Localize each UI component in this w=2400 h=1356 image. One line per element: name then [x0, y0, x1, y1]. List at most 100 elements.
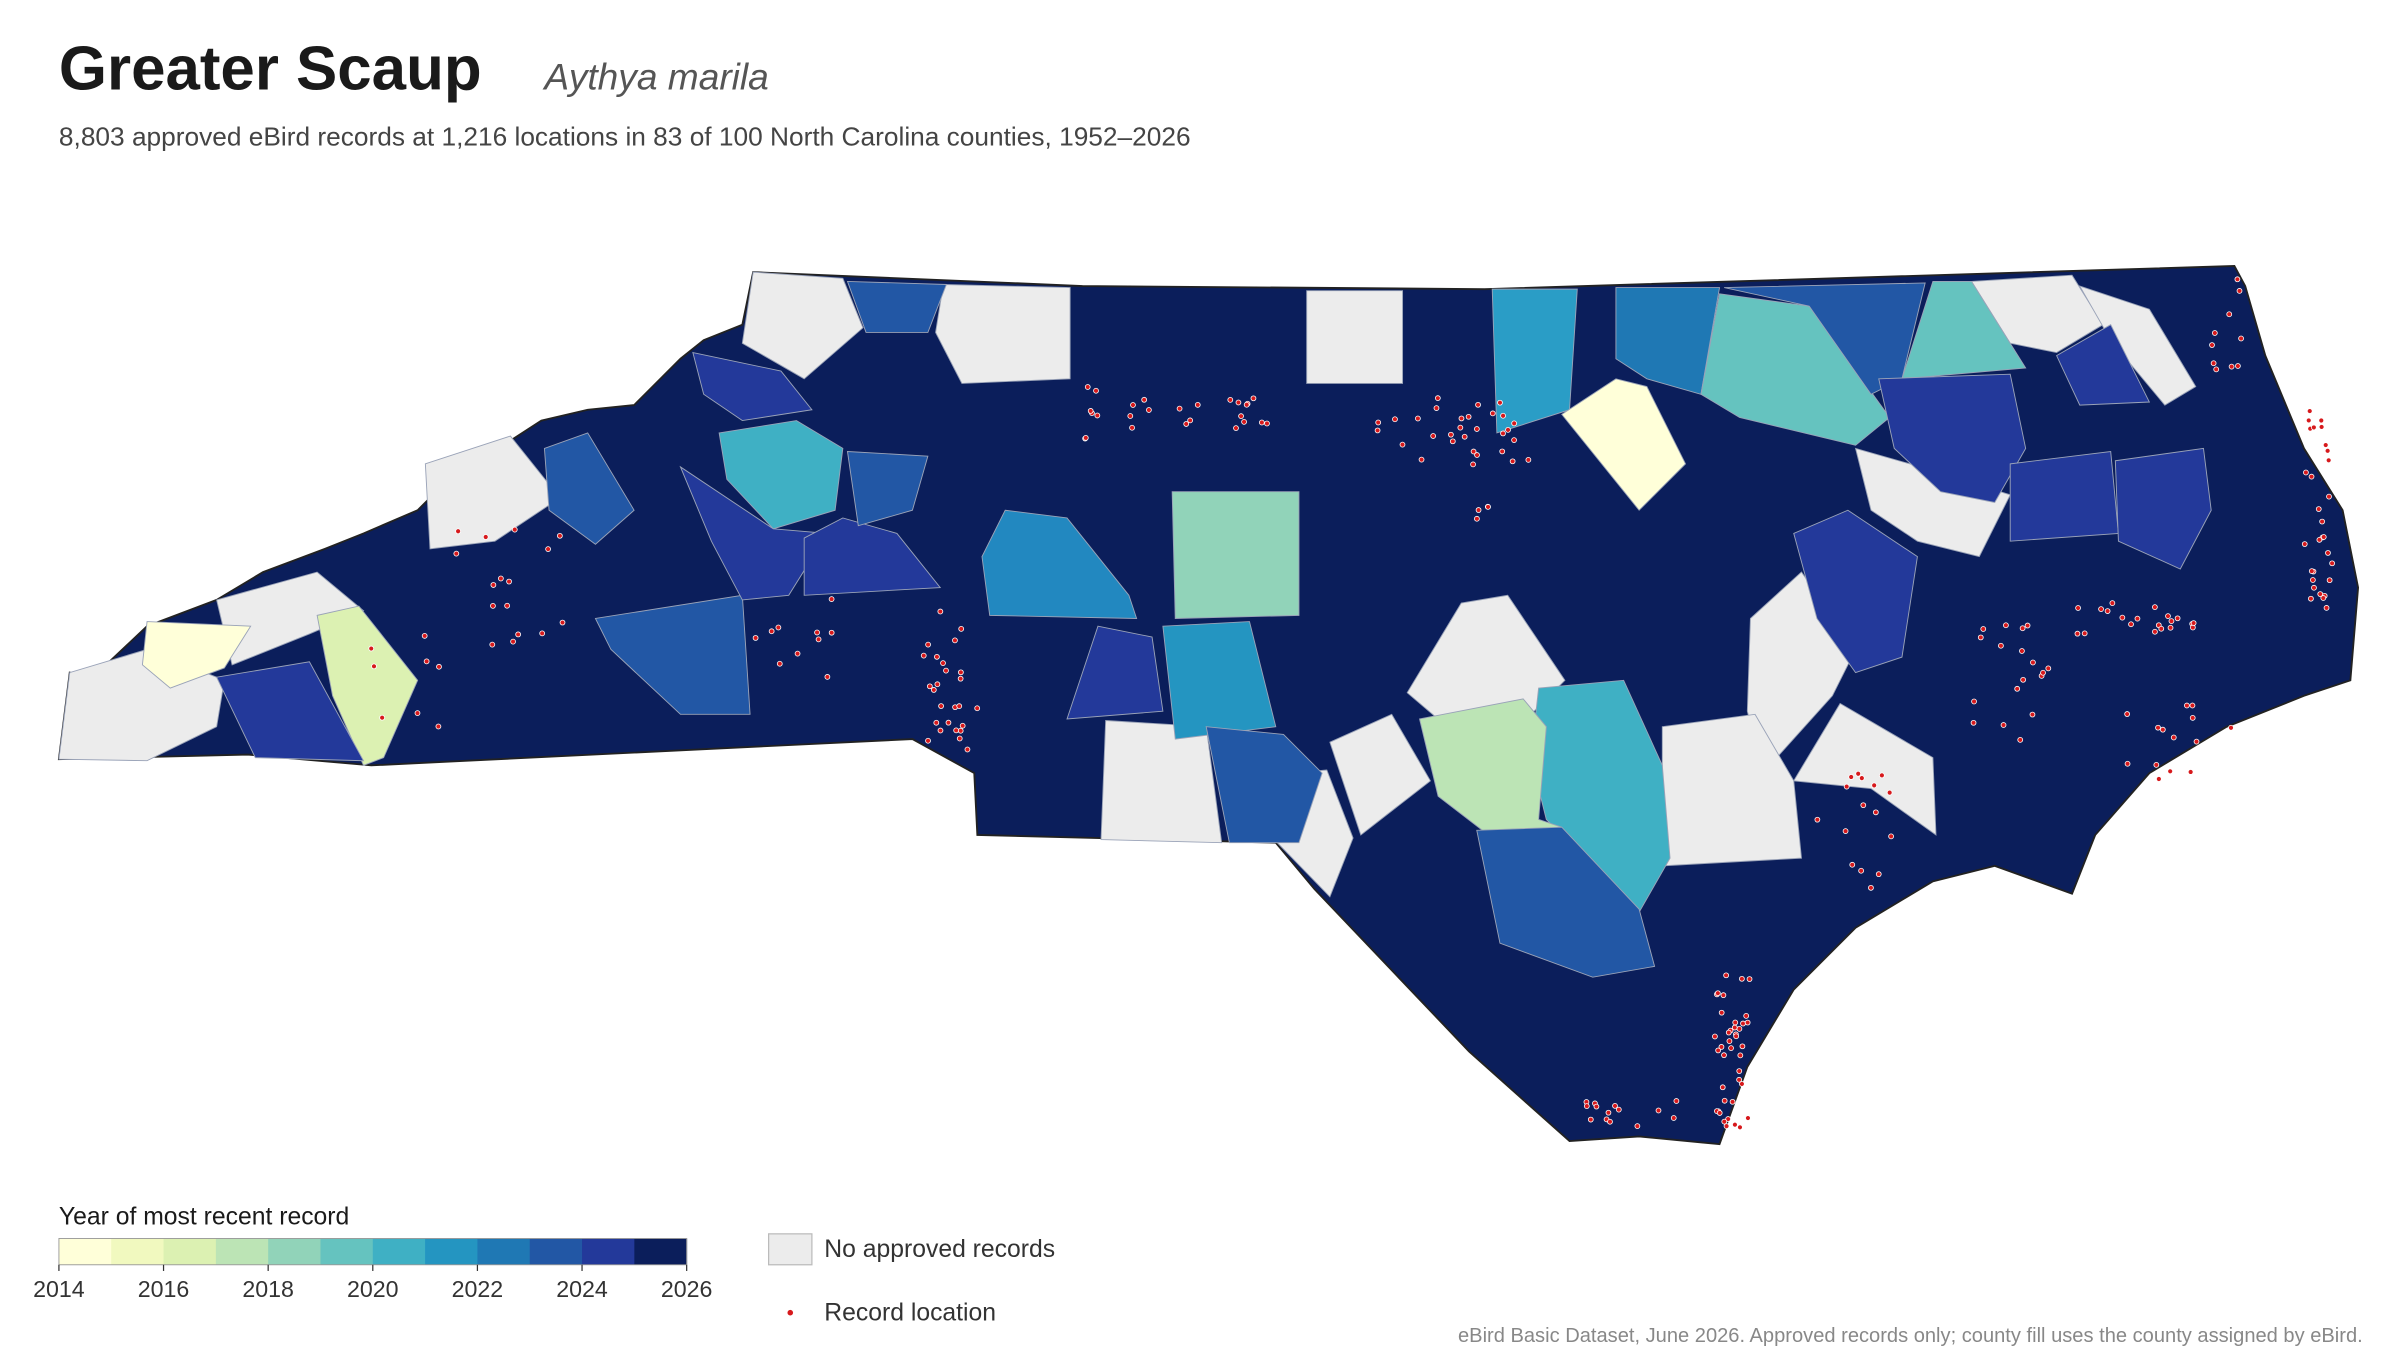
- record-dot: [2305, 417, 2312, 424]
- record-dot: [2155, 724, 2161, 731]
- record-dot: [2323, 605, 2330, 611]
- record-dot: [1461, 433, 1468, 440]
- county: [1100, 720, 1223, 844]
- record-dot: [1739, 1081, 1745, 1087]
- record-dot: [1858, 775, 1865, 781]
- county: [1901, 280, 2027, 380]
- record-dot: [1745, 1115, 1751, 1121]
- record-dot: [1084, 384, 1091, 390]
- record-dot: [1399, 441, 1406, 448]
- record-dot: [1082, 434, 1089, 441]
- record-dot: [2193, 738, 2200, 745]
- record-dot: [1736, 1026, 1743, 1032]
- county: [1878, 373, 2027, 504]
- record-dot: [1093, 387, 1099, 394]
- record-dot: [2238, 335, 2244, 342]
- record-dot: [2030, 659, 2036, 666]
- record-dot: [515, 631, 522, 638]
- record-dot: [1743, 1012, 1750, 1019]
- record-dot: [1238, 413, 1244, 420]
- county: [1306, 290, 1404, 384]
- record-dot: [2211, 330, 2218, 336]
- record-dot: [824, 674, 831, 680]
- record-dot: [368, 645, 375, 652]
- record-dot: [1998, 642, 2004, 649]
- record-dot: [2081, 630, 2088, 637]
- record-dot: [938, 703, 944, 709]
- record-dot: [1855, 770, 1862, 777]
- record-dot: [956, 735, 963, 742]
- record-dot: [2325, 550, 2331, 556]
- county: [741, 271, 864, 380]
- source-note: eBird Basic Dataset, June 2026. Approved…: [1458, 1325, 2363, 1347]
- record-dot: [1489, 410, 1496, 417]
- record-dot: [1871, 782, 1878, 789]
- record-dot: [2174, 615, 2181, 622]
- record-dot: [1127, 413, 1134, 419]
- record-dot: [1243, 401, 1250, 408]
- record-dot: [1718, 1009, 1725, 1016]
- record-dot: [2311, 584, 2317, 591]
- record-dot: [1733, 1033, 1740, 1040]
- record-dot: [1375, 419, 1382, 426]
- record-dot: [2128, 621, 2134, 628]
- colorbar-bin: [529, 1238, 583, 1265]
- record-dot: [1235, 399, 1242, 406]
- record-dot: [2306, 408, 2313, 414]
- record-dot: [1612, 1103, 1618, 1109]
- record-dot: [2326, 493, 2332, 500]
- record-dot: [958, 669, 964, 676]
- record-dot: [1712, 1033, 1718, 1040]
- record-dot: [958, 626, 965, 632]
- county: [2009, 450, 2119, 542]
- county: [1476, 826, 1656, 978]
- record-locations: [368, 276, 2335, 1131]
- record-dot: [2165, 613, 2171, 619]
- county: [803, 517, 942, 596]
- record-dot: [953, 727, 960, 734]
- record-dot: [1739, 1043, 1746, 1050]
- record-dot: [557, 532, 563, 539]
- record-dot: [2189, 702, 2196, 709]
- record-dot: [1499, 448, 1506, 455]
- record-dot: [1474, 426, 1480, 432]
- record-dot: [2228, 363, 2235, 370]
- record-dot: [2210, 360, 2217, 367]
- record-dot: [1505, 427, 1511, 433]
- record-dot: [2020, 676, 2026, 683]
- record-dot: [2167, 624, 2174, 631]
- record-dot: [510, 638, 516, 645]
- record-dot: [2153, 761, 2160, 768]
- record-dot: [752, 635, 759, 641]
- record-dot: [1655, 1107, 1662, 1114]
- record-dot: [2019, 648, 2025, 654]
- county: [1205, 726, 1323, 844]
- subtitle: 8,803 approved eBird records at 1,216 lo…: [59, 121, 1191, 151]
- record-dot: [2326, 577, 2333, 584]
- county: [1854, 447, 2011, 558]
- colorbar-tick-label: 2014: [33, 1276, 85, 1302]
- record-dot: [506, 578, 512, 585]
- county: [718, 420, 844, 530]
- county: [1066, 625, 1164, 720]
- record-dot: [1258, 419, 1265, 426]
- no-data-swatch: [767, 1233, 813, 1266]
- record-dot: [2168, 618, 2175, 625]
- record-dot: [828, 596, 835, 602]
- record-dot: [934, 681, 941, 688]
- county: [1615, 287, 1721, 395]
- no-data-label: No approved records: [824, 1236, 1055, 1263]
- county: [2055, 324, 2151, 406]
- record-dot: [937, 727, 944, 734]
- record-dot: [1737, 1124, 1743, 1131]
- record-dot: [1732, 1019, 1739, 1026]
- record-dot: [2308, 473, 2315, 480]
- record-dot: [1736, 1076, 1742, 1083]
- record-dot: [2317, 591, 2324, 597]
- record-dot: [455, 528, 461, 535]
- record-dot: [1723, 1123, 1730, 1130]
- record-dot: [933, 719, 940, 726]
- record-dot: [1458, 415, 1465, 422]
- record-swatch: [787, 1309, 794, 1316]
